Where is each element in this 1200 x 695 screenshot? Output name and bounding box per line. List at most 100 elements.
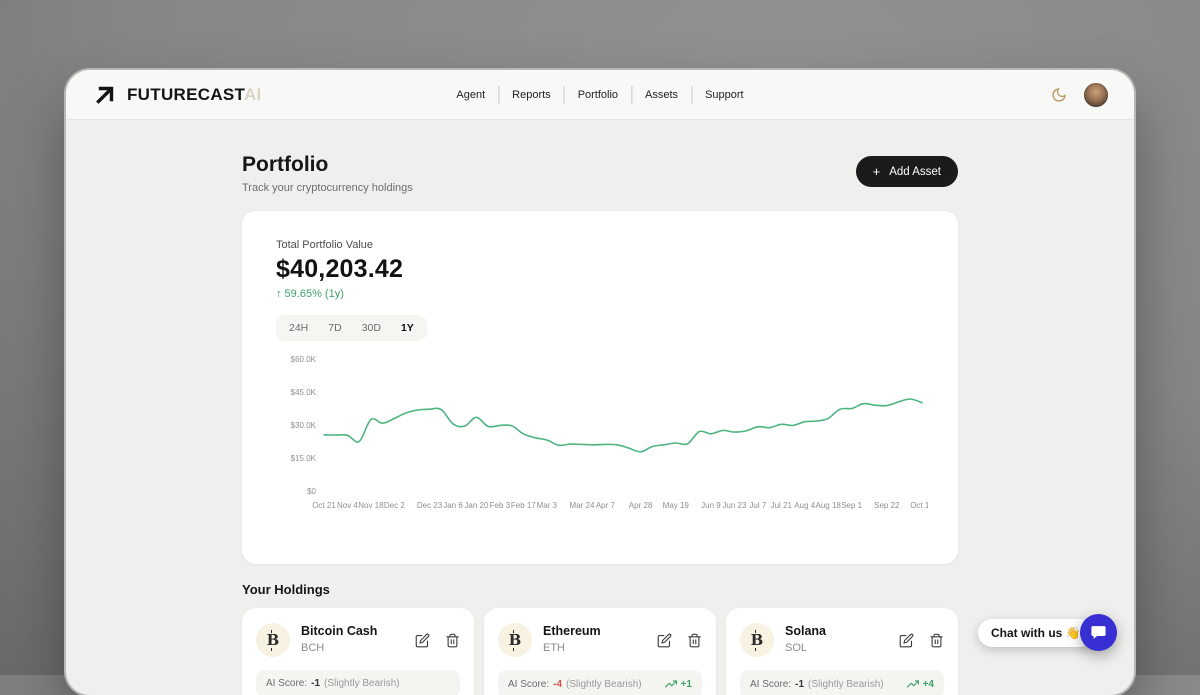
page-subtitle: Track your cryptocurrency holdings bbox=[242, 182, 413, 194]
holdings-list: B Bitcoin Cash BCH AI Score: -1 (Slightl… bbox=[242, 608, 958, 695]
svg-text:Feb 17: Feb 17 bbox=[511, 501, 536, 510]
delete-asset-button[interactable] bbox=[445, 633, 460, 648]
ai-score-label: AI Score: bbox=[750, 678, 792, 690]
trash-icon bbox=[446, 633, 459, 647]
svg-text:Jun 9: Jun 9 bbox=[701, 501, 721, 510]
svg-text:Oct 13: Oct 13 bbox=[910, 501, 928, 510]
nav-item-agent[interactable]: Agent bbox=[456, 88, 486, 101]
chat-with-us-bubble[interactable]: Chat with us 👋 bbox=[978, 619, 1094, 647]
asset-name: Bitcoin Cash bbox=[301, 624, 378, 639]
asset-symbol: SOL bbox=[785, 641, 808, 654]
brand-logo[interactable]: FUTURECASTAI bbox=[92, 82, 262, 108]
svg-text:$30.0K: $30.0K bbox=[291, 421, 317, 430]
trend-value: +1 bbox=[680, 678, 692, 690]
nav-item-reports[interactable]: Reports bbox=[498, 85, 564, 104]
user-avatar[interactable] bbox=[1084, 82, 1108, 107]
coin-avatar: B bbox=[256, 623, 290, 657]
svg-text:Oct 21: Oct 21 bbox=[312, 501, 336, 510]
brand-name: FUTURECASTAI bbox=[127, 84, 262, 104]
ai-score-value: -1 bbox=[795, 678, 805, 690]
svg-text:Dec 2: Dec 2 bbox=[384, 501, 405, 510]
chat-label: Chat with us 👋 bbox=[991, 626, 1081, 640]
range-7d[interactable]: 7D bbox=[319, 318, 350, 338]
svg-text:$60.0K: $60.0K bbox=[291, 355, 317, 364]
trending-up-icon bbox=[664, 680, 677, 688]
holdings-title: Your Holdings bbox=[242, 582, 330, 597]
main-nav: Agent Reports Portfolio Assets Support bbox=[443, 85, 757, 104]
ai-score-sentiment: (Slightly Bearish) bbox=[324, 678, 400, 689]
delete-asset-button[interactable] bbox=[929, 633, 944, 648]
svg-text:$0: $0 bbox=[307, 487, 316, 496]
edit-icon bbox=[657, 633, 672, 647]
nav-item-support[interactable]: Support bbox=[691, 85, 757, 104]
ai-score-pill: AI Score: -4 (Slightly Bearish) +1 bbox=[498, 670, 702, 695]
bitcoin-cash-coin-icon: B bbox=[266, 629, 280, 651]
edit-icon bbox=[899, 633, 914, 647]
arrow-up-right-logo-icon bbox=[92, 82, 118, 108]
ai-score-pill: AI Score: -1 (Slightly Bearish) bbox=[256, 670, 460, 695]
coin-avatar: B bbox=[498, 623, 532, 657]
add-asset-button[interactable]: + Add Asset bbox=[855, 156, 958, 187]
chart-svg: $60.0K $45.0K $30.0K $15.0K $0 Oct 21 Nov 4 Nov… bbox=[291, 355, 935, 510]
trending-up-icon bbox=[906, 680, 919, 688]
coin-avatar: B bbox=[740, 623, 774, 657]
range-1y[interactable]: 1Y bbox=[392, 318, 423, 338]
chat-launcher-button[interactable] bbox=[1080, 614, 1117, 651]
ai-score-label: AI Score: bbox=[508, 678, 550, 690]
holding-card-eth: B Ethereum ETH AI Score: -4 (Slightly Be… bbox=[484, 608, 716, 695]
edit-asset-button[interactable] bbox=[657, 633, 672, 648]
holding-card-sol: B Solana SOL AI Score: -1 (Slightly Bear… bbox=[726, 608, 958, 695]
trend-badge: +4 bbox=[906, 678, 934, 690]
total-value: $40,203.42 bbox=[276, 255, 404, 283]
page-head: Portfolio Track your cryptocurrency hold… bbox=[242, 153, 958, 194]
ai-score-value: -1 bbox=[311, 678, 321, 689]
ai-score-pill: AI Score: -1 (Slightly Bearish) +4 bbox=[740, 670, 944, 695]
svg-text:Jul 21: Jul 21 bbox=[771, 501, 793, 510]
portfolio-value-line bbox=[323, 398, 923, 453]
holding-card-bch: B Bitcoin Cash BCH AI Score: -1 (Slightl… bbox=[242, 608, 474, 695]
range-30d[interactable]: 30D bbox=[353, 318, 390, 338]
add-asset-label: Add Asset bbox=[889, 165, 941, 178]
svg-text:Mar 24: Mar 24 bbox=[570, 501, 595, 510]
trash-icon bbox=[930, 633, 943, 647]
trash-icon bbox=[688, 633, 701, 647]
svg-text:May 19: May 19 bbox=[663, 501, 690, 510]
portfolio-line-chart: $60.0K $45.0K $30.0K $15.0K $0 Oct 21 Nov 4 Nov… bbox=[276, 349, 935, 526]
svg-text:$45.0K: $45.0K bbox=[291, 388, 317, 397]
nav-item-assets[interactable]: Assets bbox=[631, 85, 691, 104]
header-right bbox=[1051, 82, 1108, 107]
svg-text:Aug 4: Aug 4 bbox=[794, 501, 815, 510]
total-value-label: Total Portfolio Value bbox=[276, 239, 374, 251]
svg-text:Jan 6: Jan 6 bbox=[443, 501, 463, 510]
edit-asset-button[interactable] bbox=[415, 633, 430, 648]
value-change: ↑ 59.65% (1y) bbox=[276, 288, 344, 300]
range-24h[interactable]: 24H bbox=[280, 318, 317, 338]
brand-suffix: AI bbox=[243, 84, 262, 104]
svg-text:Jul 7: Jul 7 bbox=[749, 501, 766, 510]
dark-mode-moon-icon[interactable] bbox=[1051, 86, 1069, 104]
svg-text:Nov 18: Nov 18 bbox=[358, 501, 384, 510]
delete-asset-button[interactable] bbox=[687, 633, 702, 648]
nav-item-portfolio[interactable]: Portfolio bbox=[563, 85, 631, 104]
svg-text:$15.0K: $15.0K bbox=[291, 454, 317, 463]
ai-score-sentiment: (Slightly Bearish) bbox=[808, 678, 884, 690]
page-title: Portfolio bbox=[242, 153, 329, 176]
edit-asset-button[interactable] bbox=[899, 633, 914, 648]
time-range-selector: 24H 7D 30D 1Y bbox=[276, 315, 427, 341]
svg-text:Nov 4: Nov 4 bbox=[337, 501, 358, 510]
asset-name: Ethereum bbox=[543, 624, 601, 639]
app-window: FUTURECASTAI Agent Reports Portfolio Ass… bbox=[66, 70, 1134, 695]
ai-score-sentiment: (Slightly Bearish) bbox=[566, 678, 642, 690]
svg-text:Mar 3: Mar 3 bbox=[537, 501, 558, 510]
svg-text:Apr 28: Apr 28 bbox=[629, 501, 653, 510]
asset-name: Solana bbox=[785, 624, 826, 639]
ai-score-label: AI Score: bbox=[266, 678, 308, 689]
edit-icon bbox=[415, 633, 430, 647]
plus-icon: + bbox=[872, 164, 881, 179]
solana-coin-icon: B bbox=[750, 629, 764, 651]
svg-text:Apr 7: Apr 7 bbox=[596, 501, 616, 510]
svg-text:Sep 22: Sep 22 bbox=[874, 501, 900, 510]
chat-bubble-icon bbox=[1091, 626, 1106, 639]
svg-text:Feb 3: Feb 3 bbox=[490, 501, 511, 510]
asset-symbol: ETH bbox=[543, 641, 565, 654]
